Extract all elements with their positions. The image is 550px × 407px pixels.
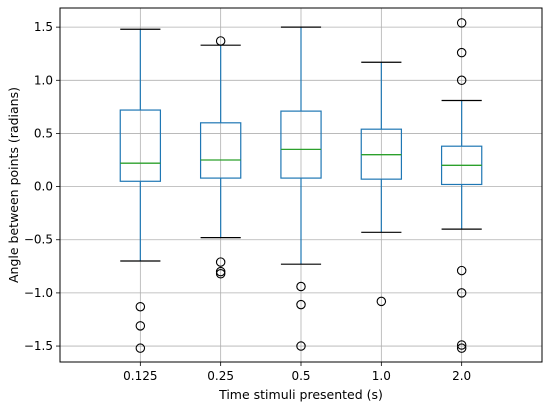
- boxes: [119, 18, 483, 353]
- y-tick-label: −0.5: [24, 233, 53, 247]
- box-1.0: [360, 61, 403, 307]
- y-tick-label: 1.0: [34, 73, 53, 87]
- x-tick-label: 0.125: [123, 369, 157, 383]
- y-tick-label: 0.0: [34, 180, 53, 194]
- outlier-point: [376, 296, 387, 307]
- outlier-point: [456, 340, 467, 350]
- outlier-point: [296, 299, 306, 310]
- y-tick-label: −1.5: [24, 339, 53, 353]
- outlier-point: [135, 321, 146, 331]
- x-tick-label: 2.0: [452, 369, 471, 383]
- outlier-point: [296, 281, 306, 292]
- outlier-point: [135, 343, 146, 353]
- outlier-point: [456, 47, 467, 58]
- outlier-point: [215, 36, 226, 46]
- y-tick-label: −1.0: [24, 286, 53, 300]
- x-tick-label: 0.25: [207, 369, 234, 383]
- outlier-point: [215, 269, 226, 279]
- outlier-point: [456, 343, 467, 353]
- iqr-box: [280, 110, 322, 179]
- outlier-point: [456, 18, 467, 28]
- x-tick-label: 0.5: [291, 369, 310, 383]
- ticks: −1.5 −1.0 −0.5 0.0 0.5 1.0 1.5 0.125 0.25 0.5 1.0 2…: [24, 20, 471, 383]
- outlier-point: [296, 341, 306, 351]
- x-axis-label: Time stimuli presented (s): [218, 387, 383, 402]
- y-tick-label: 1.5: [34, 20, 53, 34]
- x-tick-label: 1.0: [372, 369, 391, 383]
- box-0.5: [280, 26, 322, 351]
- box-0.125: [119, 28, 162, 353]
- y-axis-label: Angle between points (radians): [6, 87, 21, 283]
- outlier-point: [135, 301, 146, 312]
- outlier-point: [456, 288, 467, 298]
- iqr-box: [119, 109, 162, 182]
- y-tick-label: 0.5: [34, 126, 53, 140]
- outlier-point: [456, 265, 467, 276]
- iqr-box: [199, 122, 242, 179]
- outlier-point: [456, 75, 467, 86]
- box-2.0: [440, 18, 483, 353]
- outlier-point: [215, 257, 226, 267]
- box-0.25: [199, 36, 242, 279]
